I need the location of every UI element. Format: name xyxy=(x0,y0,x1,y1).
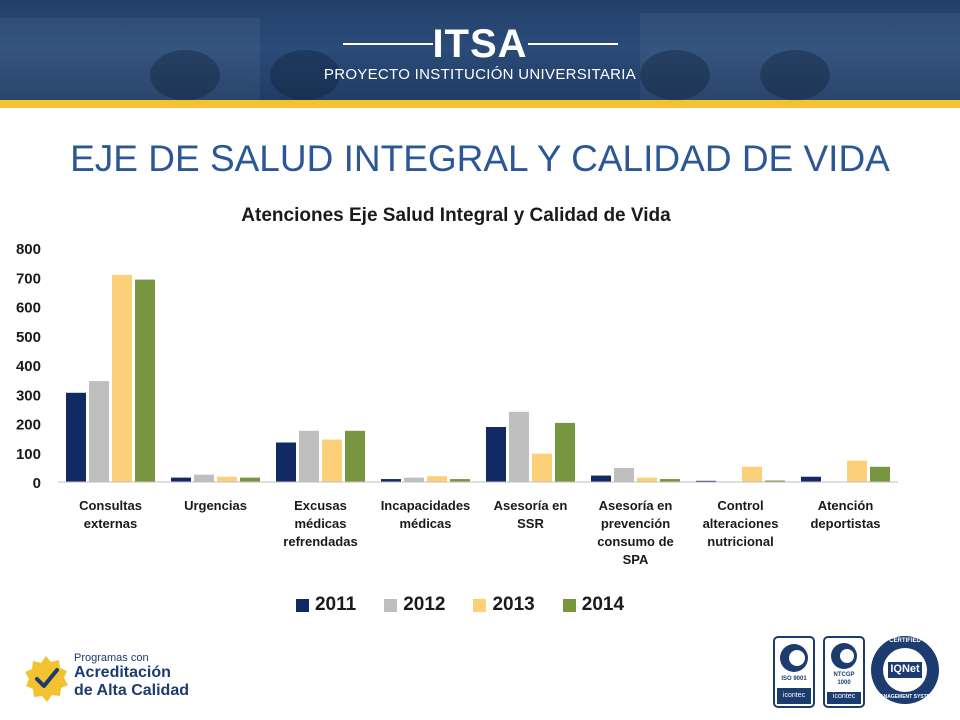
bar-2014 xyxy=(870,466,890,482)
bar-2011 xyxy=(276,442,296,482)
background-tree xyxy=(640,50,710,100)
x-category-label: Excusas médicas refrendadas xyxy=(283,498,357,549)
x-category-label: Asesoría en SSR xyxy=(494,498,568,531)
accreditation-line1: Programas con xyxy=(74,652,149,664)
bar-chart: 0 100 200 300 400 500 600 700 800 Consultas extern… xyxy=(16,241,898,567)
legend-swatch xyxy=(384,598,398,612)
bar-2011 xyxy=(696,480,716,482)
bar-2013 xyxy=(637,477,657,482)
iqnet-top-text: CERTIFIED xyxy=(889,638,921,644)
x-category-label: Urgencias xyxy=(184,498,247,513)
icontec-logo-icon xyxy=(823,636,865,708)
y-tick-label: 0 xyxy=(33,475,41,492)
background-tree xyxy=(150,50,220,100)
brand-line-left xyxy=(343,43,433,45)
legend-label: 2011 xyxy=(314,594,357,615)
bar-2011 xyxy=(171,477,191,482)
chart-legend: 2011 2012 2013 2014 xyxy=(0,594,920,616)
background-building xyxy=(640,13,960,108)
y-tick-label: 300 xyxy=(16,387,41,404)
bar-2014 xyxy=(555,422,575,482)
y-tick-label: 700 xyxy=(16,270,41,287)
bar-2013 xyxy=(427,476,447,482)
x-category-label: Control alteraciones nutricional xyxy=(703,498,779,549)
legend-swatch xyxy=(295,598,309,612)
bar-2011 xyxy=(486,427,506,482)
x-category-label: Consultas externas xyxy=(79,498,142,531)
bar-2014 xyxy=(345,430,365,482)
y-tick-label: 500 xyxy=(16,329,41,346)
bar-2013 xyxy=(217,476,237,482)
iqnet-seal: IQNet CERTIFIED MANAGEMENT SYSTEM xyxy=(870,634,940,711)
x-category-label: Incapacidades médicas xyxy=(381,498,471,531)
legend-label: 2012 xyxy=(403,594,446,615)
iso-label: ISO 9001 xyxy=(781,676,807,682)
brand-subtitle: PROYECTO INSTITUCIÓN UNIVERSITARIA xyxy=(323,66,637,83)
icontec-logo-icon xyxy=(773,636,815,708)
accreditation-logo: Programas con Acreditación de Alta Calid… xyxy=(22,650,222,706)
bar-2012 xyxy=(89,381,109,482)
y-tick-label: 400 xyxy=(16,358,41,375)
icontec-ntcgp-seal: NTCGP 1000 icontec xyxy=(823,636,865,713)
y-tick-label: 100 xyxy=(16,446,41,463)
page-title: EJE DE SALUD INTEGRAL Y CALIDAD DE VIDA xyxy=(70,138,890,179)
bar-2014 xyxy=(240,477,260,482)
bar-2012 xyxy=(299,430,319,482)
bar-2012 xyxy=(194,474,214,482)
chart-title: Atenciones Eje Salud Integral y Calidad … xyxy=(241,205,671,226)
icontec-iso9001-seal: ISO 9001 icontec xyxy=(773,636,815,713)
ntcgp-label: NTCGP xyxy=(833,672,855,678)
brand-logo-text: ITSA xyxy=(432,22,528,66)
bar-2012 xyxy=(614,467,634,482)
bar-2012 xyxy=(509,411,529,482)
background-building xyxy=(0,18,260,108)
background-tree xyxy=(760,50,830,100)
y-tick-label: 200 xyxy=(16,417,41,434)
iqnet-seal-icon xyxy=(871,636,939,704)
iqnet-logo-text: IQNet xyxy=(890,663,920,675)
icontec-brand: icontec xyxy=(782,692,806,699)
bar-2013 xyxy=(322,439,342,482)
legend-item-2013: 2013 xyxy=(473,594,535,616)
bar-2013 xyxy=(847,460,867,482)
accreditation-check-icon xyxy=(25,656,68,702)
legend-item-2012: 2012 xyxy=(384,594,445,616)
legend-swatch xyxy=(473,598,487,612)
bar-2013 xyxy=(742,466,762,482)
y-tick-label: 600 xyxy=(16,300,41,317)
bar-2014 xyxy=(765,480,785,482)
accreditation-line3: de Alta Calidad xyxy=(74,682,189,699)
bar-2014 xyxy=(135,279,155,482)
bar-2011 xyxy=(381,479,401,482)
bar-2013 xyxy=(112,274,132,482)
x-category-label: Atención deportistas xyxy=(810,498,880,531)
header-banner: ITSA PROYECTO INSTITUCIÓN UNIVERSITARIA xyxy=(0,0,960,108)
bar-2012 xyxy=(404,477,424,482)
bar-2011 xyxy=(66,392,86,482)
legend-label: 2014 xyxy=(581,594,625,615)
x-category-label: Asesoría en prevención consumo de SPA xyxy=(597,498,674,567)
accreditation-line2: Acreditación xyxy=(74,664,171,681)
legend-swatch xyxy=(562,598,576,612)
gold-strip xyxy=(0,100,960,108)
bar-2011 xyxy=(801,476,821,482)
y-tick-label: 800 xyxy=(16,241,41,258)
icontec-brand: icontec xyxy=(832,693,856,700)
ntcgp-number: 1000 xyxy=(837,680,851,686)
iqnet-bottom-text: MANAGEMENT SYSTEM xyxy=(875,694,935,700)
bar-2014 xyxy=(660,479,680,482)
bar-2013 xyxy=(532,453,552,482)
brand-line-right xyxy=(528,43,618,45)
legend-label: 2013 xyxy=(492,594,535,615)
background-tree xyxy=(270,50,340,100)
legend-item-2011: 2011 xyxy=(295,594,357,616)
legend-item-2014: 2014 xyxy=(562,594,625,616)
bar-2011 xyxy=(591,475,611,482)
bar-2014 xyxy=(450,479,470,482)
